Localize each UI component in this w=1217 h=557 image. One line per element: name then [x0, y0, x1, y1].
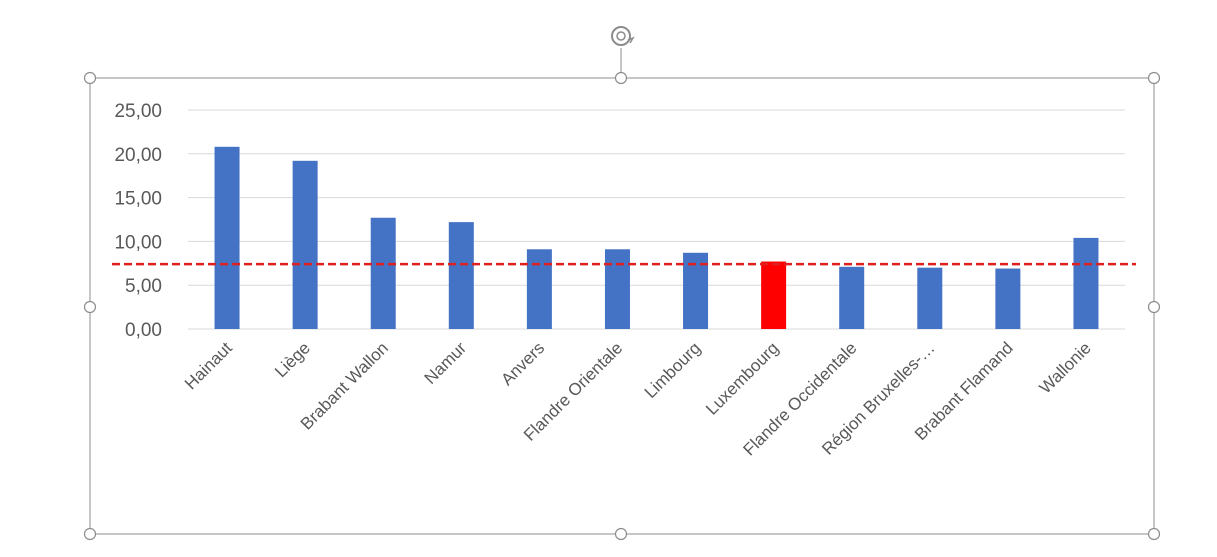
x-tick-label: Liège — [271, 338, 314, 381]
resize-handle-bottom-left[interactable] — [83, 527, 97, 541]
x-tick-label: Limbourg — [641, 338, 705, 402]
bar[interactable] — [370, 217, 396, 329]
x-tick-label: Wallonie — [1036, 338, 1095, 397]
bars — [214, 146, 1099, 329]
y-tick-label: 0,00 — [125, 320, 162, 341]
bar[interactable] — [761, 261, 787, 329]
y-tick-label: 5,00 — [125, 276, 162, 297]
y-tick-label: 25,00 — [114, 101, 162, 122]
bar[interactable] — [526, 249, 552, 329]
resize-handle-right[interactable] — [1147, 300, 1161, 314]
resize-handle-top-left[interactable] — [83, 71, 97, 85]
bar[interactable] — [448, 222, 474, 329]
x-tick-label: Luxembourg — [702, 338, 782, 418]
x-tick-label: Namur — [421, 338, 471, 388]
bar[interactable] — [917, 267, 943, 329]
bar[interactable] — [1073, 237, 1099, 329]
resize-handle-left[interactable] — [83, 300, 97, 314]
y-tick-label: 15,00 — [114, 189, 162, 210]
bar[interactable] — [995, 268, 1021, 329]
resize-handle-top-right[interactable] — [1147, 71, 1161, 85]
y-tick-label: 10,00 — [114, 232, 162, 253]
resize-handle-top[interactable] — [614, 71, 628, 85]
y-tick-label: 20,00 — [114, 145, 162, 166]
gridlines — [188, 109, 1125, 330]
bar[interactable] — [839, 266, 865, 329]
resize-handle-bottom[interactable] — [614, 527, 628, 541]
bar[interactable] — [292, 160, 318, 329]
x-tick-label: Hainaut — [181, 338, 236, 393]
bar[interactable] — [214, 146, 240, 329]
bar[interactable] — [604, 249, 630, 329]
rotate-handle-icon[interactable] — [611, 26, 635, 46]
resize-handle-bottom-right[interactable] — [1147, 527, 1161, 541]
x-tick-label: Anvers — [497, 338, 548, 389]
y-axis-ticks: 0,00 5,00 10,00 15,00 20,00 25,00 — [114, 101, 162, 341]
bar[interactable] — [683, 252, 709, 329]
